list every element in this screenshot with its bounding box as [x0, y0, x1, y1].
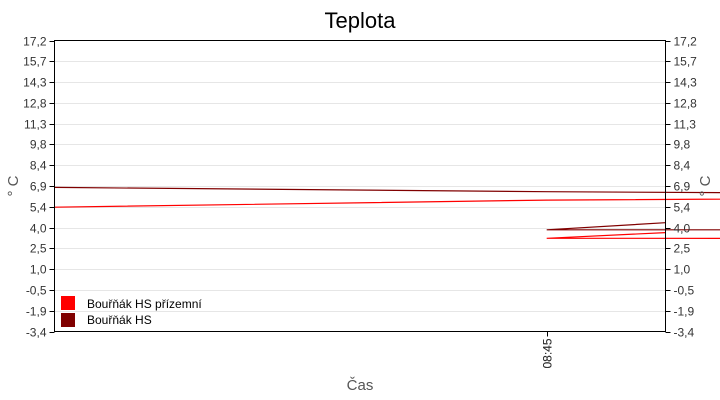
x-tick-label: 08:45 [541, 338, 555, 368]
y-tick-label-left: 6,9 [30, 180, 47, 194]
y-tick-label-right: 12,8 [674, 97, 698, 111]
y-tick-label-left: 4,0 [30, 222, 47, 236]
y-tick-label-left: 8,4 [30, 159, 47, 173]
chart-title: Teplota [324, 8, 396, 33]
legend-label-1: Bouřňák HS [87, 313, 152, 327]
series-line-1 [54, 186, 720, 231]
y-tick-label-right: -1,9 [674, 305, 695, 319]
y-tick-label-right: 11,3 [674, 118, 697, 132]
y-tick-label-right: 9,8 [674, 138, 691, 152]
y-tick-label-right: 14,3 [674, 76, 698, 90]
x-tick-label: 08:45 [541, 338, 555, 368]
y-tick-label-left: 11,3 [24, 118, 47, 132]
y-tick-label-right: 15,7 [674, 55, 698, 69]
legend-swatch-0 [61, 296, 75, 310]
x-axis-label: Čas [347, 377, 374, 394]
y-tick-label-left: 14,3 [23, 76, 47, 90]
y-tick-label-right: 17,2 [674, 35, 698, 49]
y-tick-label-right: 4,0 [674, 222, 691, 236]
y-tick-label-right: 5,4 [674, 201, 691, 215]
y-tick-label-right: 1,0 [674, 263, 691, 277]
y-tick-label-right: 8,4 [674, 159, 691, 173]
y-tick-label-left: 9,8 [30, 138, 47, 152]
y-axis-label-left: ° C [5, 175, 22, 196]
y-tick-label-left: 12,8 [23, 97, 47, 111]
legend-swatch-1 [61, 313, 75, 327]
y-tick-label-left: 1,0 [30, 263, 47, 277]
legend-label-0: Bouřňák HS přízemní [87, 297, 202, 311]
y-tick-label-left: 2,5 [30, 242, 47, 256]
y-tick-label-left: 17,2 [23, 35, 47, 49]
y-tick-label-right: -0,5 [674, 284, 695, 298]
legend: Bouřňák HS přízemní Bouřňák HS [61, 296, 202, 327]
y-tick-label-left: -0,5 [26, 284, 47, 298]
y-tick-label-right: -3,4 [674, 326, 695, 340]
y-tick-label-right: 2,5 [674, 242, 691, 256]
y-axis-label-right: ° C [697, 175, 714, 196]
y-tick-label-left: -3,4 [26, 326, 47, 340]
y-tick-label-left: -1,9 [26, 305, 47, 319]
y-tick-label-left: 15,7 [23, 55, 47, 69]
y-tick-label-left: 5,4 [30, 201, 47, 215]
y-tick-label-right: 6,9 [674, 180, 691, 194]
